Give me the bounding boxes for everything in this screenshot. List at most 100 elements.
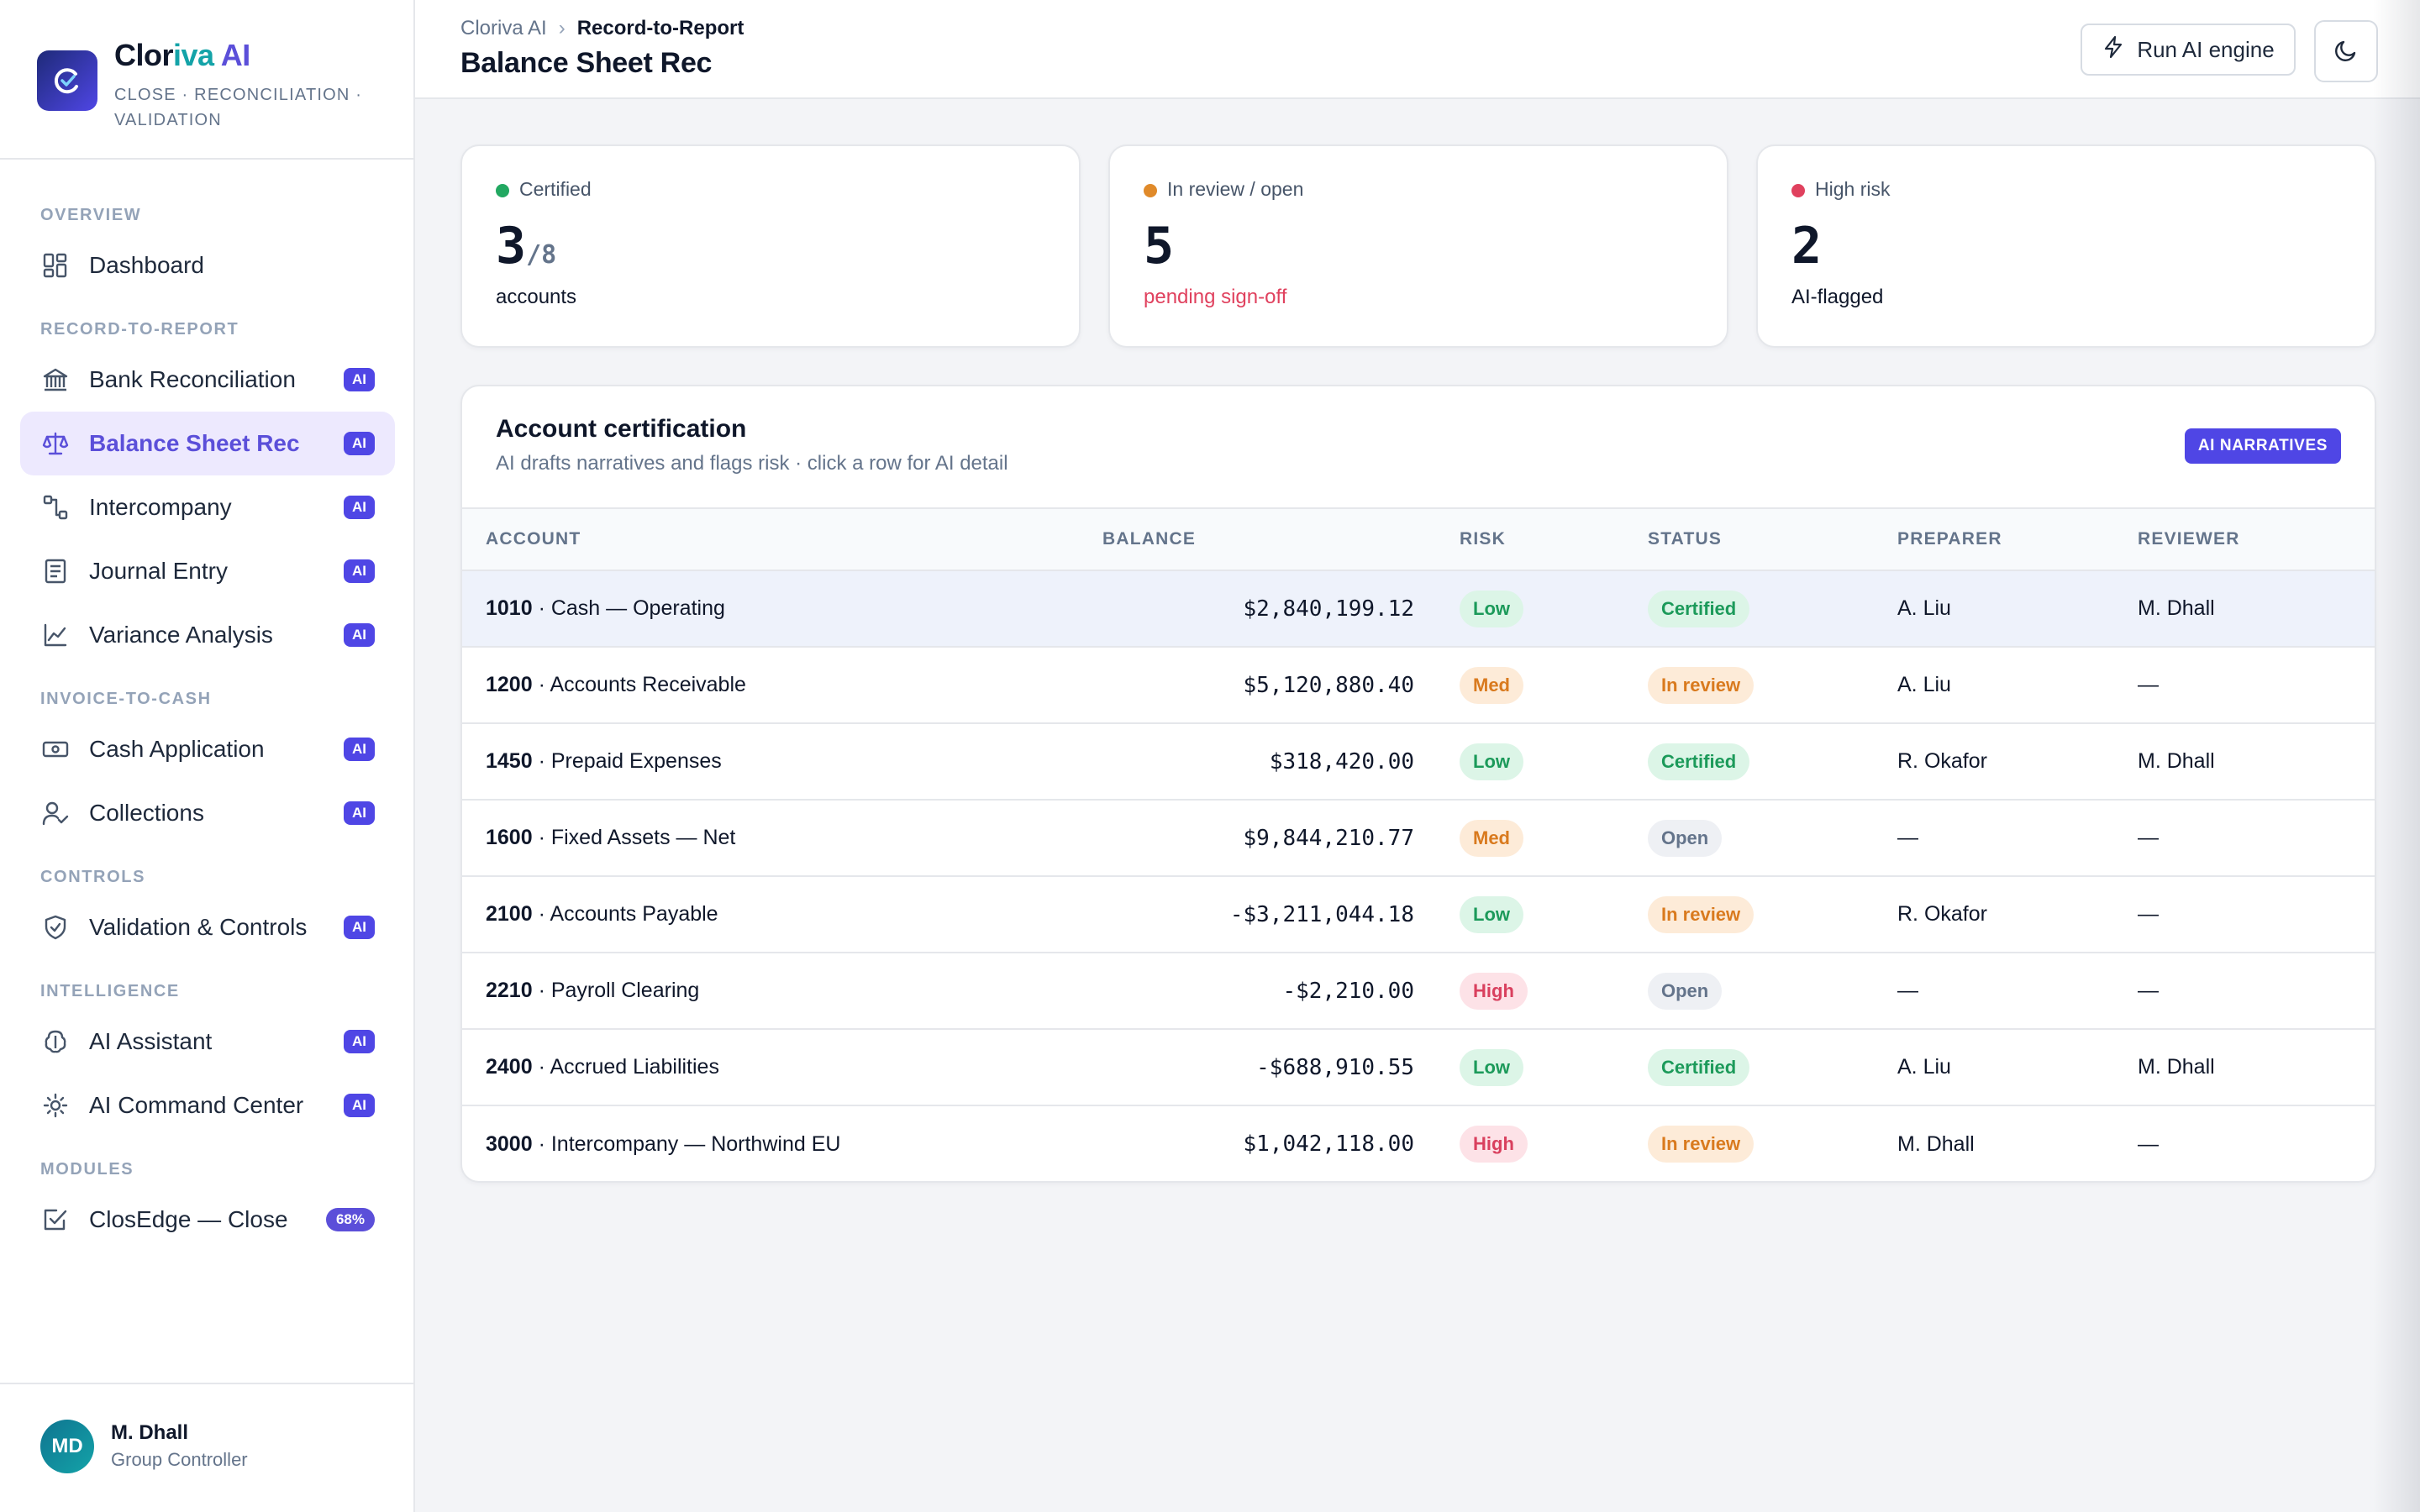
ai-badge: AI: [344, 432, 375, 455]
sidebar-item-dashboard[interactable]: Dashboard: [20, 234, 395, 297]
ai-badge: AI: [344, 496, 375, 519]
nav-section-controls: CONTROLS: [40, 868, 146, 886]
reviewer-cell: —: [2138, 826, 2159, 849]
sidebar-item-label: AI Command Center: [89, 1092, 304, 1118]
theme-toggle-button[interactable]: [2314, 20, 2378, 82]
sidebar-item-intercompany[interactable]: Intercompany AI: [20, 475, 395, 539]
sidebar-item-closedge[interactable]: ClosEdge — Close 68%: [20, 1188, 395, 1252]
risk-cell: Low: [1460, 1029, 1648, 1105]
preparer-cell: A. Liu: [1897, 673, 1951, 696]
preparer-cell: A. Liu: [1897, 596, 1951, 620]
moon-icon: [2333, 37, 2360, 66]
sidebar-item-bank-reconciliation[interactable]: Bank Reconciliation AI: [20, 348, 395, 412]
account-cell: 1200 · Accounts Receivable: [462, 647, 1102, 723]
status-badge: Certified: [1648, 1048, 1750, 1086]
risk-cell: High: [1460, 1105, 1648, 1181]
status-badge: In review: [1648, 895, 1754, 933]
status-badge: Certified: [1648, 743, 1750, 780]
user-profile[interactable]: MD M. Dhall Group Controller: [40, 1420, 248, 1473]
dashboard-grid-icon: [40, 250, 71, 281]
sidebar-item-collections[interactable]: Collections AI: [20, 781, 395, 845]
balance-cell: $2,840,199.12: [1243, 596, 1415, 622]
cloriva-logo-icon: [37, 50, 97, 111]
table-row[interactable]: 1010 · Cash — Operating $2,840,199.12 Low C…: [462, 570, 2375, 647]
risk-badge: High: [1460, 1126, 1528, 1163]
sidebar-item-ai-assistant[interactable]: AI Assistant AI: [20, 1010, 395, 1074]
run-ai-engine-button[interactable]: Run AI engine: [2081, 24, 2296, 76]
stat-card-high-risk: High risk 2 AI-flagged: [1756, 144, 2376, 348]
table-row[interactable]: 2210 · Payroll Clearing -$2,210.00 High Ope…: [462, 953, 2375, 1029]
ai-badge: AI: [344, 1094, 375, 1117]
stat-label: In review / open: [1144, 178, 1303, 201]
table-row[interactable]: 1200 · Accounts Receivable $5,120,880.40 M…: [462, 647, 2375, 723]
account-code: 1200: [486, 673, 533, 696]
table-row[interactable]: 2100 · Accounts Payable -$3,211,044.18 Low…: [462, 876, 2375, 953]
edge-shadow: [2373, 0, 2420, 1512]
sidebar-item-cash-application[interactable]: Cash Application AI: [20, 717, 395, 781]
sidebar-item-label: Balance Sheet Rec: [89, 430, 300, 456]
column-header-risk[interactable]: RISK: [1460, 507, 1648, 571]
brain-icon: [40, 1026, 71, 1057]
sidebar: Cloriva AI CLOSE · RECONCILIATION · VALI…: [0, 0, 415, 1512]
sidebar-item-journal-entry[interactable]: Journal Entry AI: [20, 539, 395, 603]
risk-badge: Med: [1460, 666, 1523, 704]
breadcrumb-current: Record-to-Report: [576, 17, 744, 39]
brand-name: Cloriva AI: [114, 38, 250, 72]
sidebar-item-variance-analysis[interactable]: Variance Analysis AI: [20, 603, 395, 667]
sidebar-item-label: AI Assistant: [89, 1028, 213, 1054]
bank-icon: [40, 365, 71, 395]
column-header-reviewer[interactable]: REVIEWER: [2138, 507, 2375, 571]
user-role: Group Controller: [111, 1449, 248, 1470]
ai-badge: AI: [344, 738, 375, 761]
table-row[interactable]: 1600 · Fixed Assets — Net $9,844,210.77 Me…: [462, 800, 2375, 876]
stat-card-certified: Certified 3/8 accounts: [460, 144, 1081, 348]
column-header-status[interactable]: STATUS: [1648, 507, 1897, 571]
status-cell: In review: [1648, 1105, 1897, 1181]
table-row[interactable]: 3000 · Intercompany — Northwind EU $1,042…: [462, 1105, 2375, 1181]
column-header-preparer[interactable]: PREPARER: [1897, 507, 2138, 571]
breadcrumb-separator: ›: [558, 17, 566, 39]
status-cell: In review: [1648, 647, 1897, 723]
sidebar-item-validation-controls[interactable]: Validation & Controls AI: [20, 895, 395, 959]
status-cell: Certified: [1648, 723, 1897, 800]
risk-badge: High: [1460, 972, 1528, 1010]
account-name: · Prepaid Expenses: [532, 749, 722, 773]
column-header-account[interactable]: ACCOUNT: [462, 507, 1102, 571]
sidebar-item-label: Dashboard: [89, 252, 204, 278]
sidebar-item-balance-sheet-rec[interactable]: Balance Sheet Rec AI: [20, 412, 395, 475]
breadcrumb-root[interactable]: Cloriva AI: [460, 17, 547, 39]
column-header-balance[interactable]: BALANCE: [1102, 507, 1460, 571]
stat-label: Certified: [496, 178, 592, 201]
risk-cell: High: [1460, 953, 1648, 1029]
sidebar-item-label: Validation & Controls: [89, 914, 308, 940]
account-name: · Accounts Payable: [532, 902, 718, 926]
account-cell: 2210 · Payroll Clearing: [462, 953, 1102, 1029]
account-name: · Fixed Assets — Net: [532, 826, 736, 849]
balance-cell: -$2,210.00: [1282, 978, 1414, 1004]
status-dot-red: [1791, 183, 1805, 197]
account-code: 2210: [486, 979, 533, 1002]
status-cell: Open: [1648, 800, 1897, 876]
account-name: · Accrued Liabilities: [532, 1055, 719, 1079]
balance-cell: -$688,910.55: [1256, 1054, 1414, 1080]
status-cell: Certified: [1648, 1029, 1897, 1105]
preparer-cell: —: [1897, 979, 1918, 1002]
sidebar-item-ai-command-center[interactable]: AI Command Center AI: [20, 1074, 395, 1137]
journal-icon: [40, 556, 71, 586]
risk-badge: Low: [1460, 743, 1523, 780]
table-header-row: ACCOUNT BALANCE RISK STATUS PREPARER REV…: [462, 507, 2375, 571]
sidebar-item-label: Variance Analysis: [89, 622, 273, 648]
risk-cell: Med: [1460, 647, 1648, 723]
table-row[interactable]: 2400 · Accrued Liabilities -$688,910.55 Lo…: [462, 1029, 2375, 1105]
nav-section-modules: MODULES: [40, 1160, 134, 1179]
shield-check-icon: [40, 912, 71, 942]
reviewer-cell: M. Dhall: [2138, 749, 2215, 773]
brand[interactable]: Cloriva AI CLOSE · RECONCILIATION · VALI…: [37, 37, 392, 133]
sidebar-item-label: ClosEdge — Close: [89, 1206, 288, 1232]
account-code: 1600: [486, 826, 533, 849]
status-dot-green: [496, 183, 509, 197]
table-row[interactable]: 1450 · Prepaid Expenses $318,420.00 Low Cer…: [462, 723, 2375, 800]
status-badge: Open: [1648, 819, 1723, 857]
run-ai-engine-label: Run AI engine: [2137, 36, 2275, 62]
ai-badge: AI: [344, 623, 375, 647]
